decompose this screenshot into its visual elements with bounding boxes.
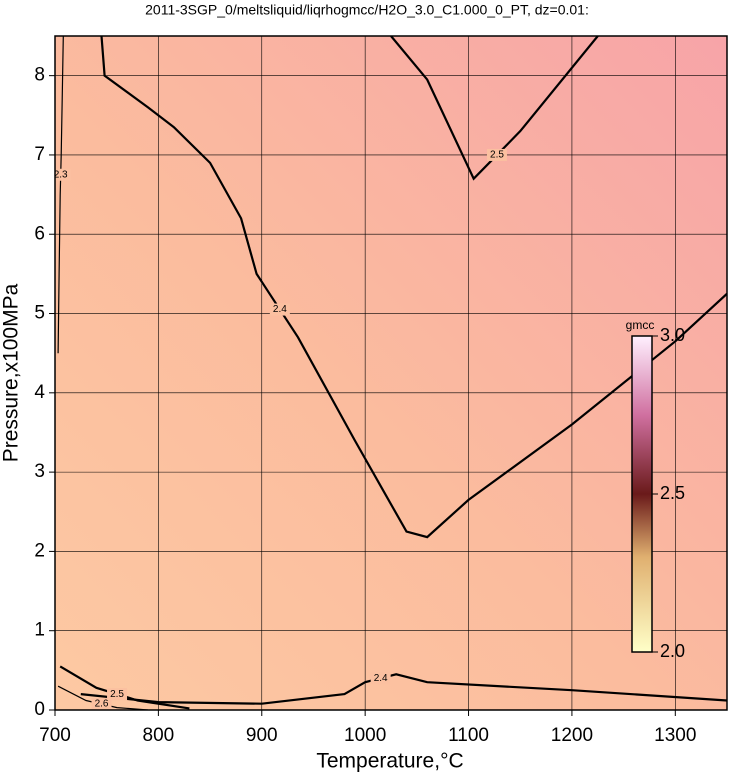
colorbar (631, 335, 653, 653)
contour-label: 2.5 (110, 689, 124, 700)
x-tick-label: 1300 (654, 725, 696, 746)
contours: 2.32.42.52.42.52.6 (54, 36, 727, 710)
contour-label-bg (370, 672, 391, 685)
plot-frame (54, 35, 728, 711)
y-tick-label: 5 (34, 303, 45, 324)
contour-label-bg (91, 698, 112, 710)
x-tick-label: 1000 (344, 725, 386, 746)
contour-label-bg (486, 148, 507, 161)
x-tick-label: 800 (143, 725, 175, 746)
colorbar-label: gmcc (626, 318, 655, 332)
colorbar-tick-label: 2.5 (660, 483, 685, 503)
colorbar-tick-label: 3.0 (660, 325, 685, 345)
y-tick-label: 1 (34, 620, 45, 641)
chart-title: 2011-3SGP_0/meltsliquid/liqrhogmcc/H2O_3… (145, 2, 589, 18)
x-tick-label: 1200 (551, 725, 593, 746)
y-tick-label: 0 (34, 699, 45, 720)
contour-label: 2.4 (374, 673, 388, 684)
x-axis-label: Temperature,°C (316, 750, 463, 773)
y-tick-label: 7 (34, 144, 45, 165)
contour-line (390, 36, 599, 181)
x-tick-label: 700 (39, 725, 71, 746)
contour-label-bg (107, 688, 128, 701)
contour-label: 2.4 (273, 304, 287, 315)
y-tick-label: 3 (34, 461, 45, 482)
contour-label: 2.3 (54, 169, 68, 180)
contour-line (80, 673, 727, 705)
plot-background (55, 36, 727, 710)
contour-label: 2.5 (490, 150, 504, 161)
y-axis-label: Pressure,x100MPa (0, 283, 23, 462)
contour-label: 2.6 (95, 699, 109, 710)
y-tick-label: 8 (34, 65, 45, 86)
y-tick-label: 4 (34, 382, 45, 403)
x-tick-label: 900 (246, 725, 278, 746)
colorbar-tick-label: 2.0 (660, 641, 685, 661)
x-tick-label: 1100 (448, 725, 489, 746)
contour-label-bg (269, 303, 290, 316)
y-tick-label: 2 (34, 540, 45, 561)
contour-label-bg (55, 168, 71, 181)
y-tick-label: 6 (34, 223, 45, 244)
